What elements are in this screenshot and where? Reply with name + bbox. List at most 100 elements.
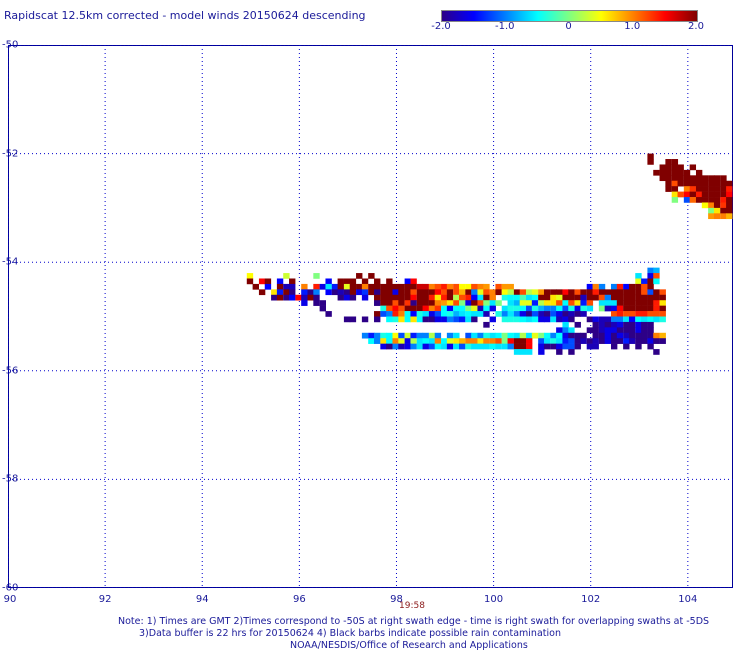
wind-cell	[659, 175, 666, 182]
wind-cell	[398, 283, 405, 290]
x-tick-label: 90	[3, 594, 17, 605]
wind-cell	[422, 283, 429, 290]
wind-cell	[659, 316, 666, 323]
wind-cell	[465, 343, 472, 350]
wind-cell	[410, 305, 417, 312]
wind-cell	[568, 305, 575, 312]
wind-cell	[325, 289, 332, 296]
wind-cell	[543, 305, 551, 312]
wind-difference-map	[8, 45, 733, 588]
wind-cell	[720, 197, 727, 203]
wind-cell	[331, 283, 339, 290]
wind-cell	[416, 289, 424, 296]
wind-cell	[598, 289, 606, 296]
wind-cell	[422, 343, 429, 350]
wind-cell	[708, 186, 715, 192]
wind-cell	[653, 300, 660, 306]
wind-cell	[543, 343, 551, 350]
wind-cell	[434, 311, 442, 317]
wind-cell	[568, 343, 575, 350]
wind-cell	[313, 273, 320, 279]
wind-cell	[258, 278, 266, 285]
wind-cell	[550, 311, 557, 317]
wind-cell	[446, 300, 454, 306]
wind-cell	[708, 213, 715, 220]
wind-cell	[428, 305, 436, 312]
wind-cell	[653, 311, 660, 317]
wind-cell	[647, 343, 654, 350]
wind-cell	[337, 294, 344, 301]
note-line-3: NOAA/NESDIS/Office of Research and Appli…	[290, 640, 528, 651]
wind-cell	[562, 343, 569, 350]
wind-cell	[386, 278, 393, 285]
wind-cell	[404, 332, 411, 339]
wind-cell	[580, 311, 587, 317]
wind-cell	[483, 300, 490, 306]
wind-cell	[683, 186, 691, 192]
wind-cell	[404, 343, 411, 350]
wind-cell	[410, 283, 417, 290]
wind-cell	[434, 283, 442, 290]
wind-cell	[459, 316, 466, 323]
wind-cell	[720, 202, 727, 209]
wind-cell	[598, 327, 606, 334]
wind-cell	[671, 197, 679, 203]
wind-cell	[416, 294, 424, 301]
wind-cell	[501, 343, 509, 350]
wind-cell	[531, 311, 539, 317]
wind-cell	[659, 311, 666, 317]
wind-cell	[671, 169, 679, 176]
wind-cell	[477, 294, 484, 301]
wind-cell	[441, 343, 448, 350]
wind-cell	[586, 294, 594, 301]
wind-cell	[610, 305, 618, 312]
plot-frame	[8, 45, 733, 588]
wind-cell	[592, 283, 599, 290]
wind-cell	[526, 289, 533, 296]
wind-cell	[641, 321, 648, 328]
wind-cell	[513, 343, 521, 350]
wind-cell	[586, 300, 594, 306]
wind-cell	[574, 294, 581, 301]
wind-cell	[708, 197, 715, 203]
wind-cell	[695, 191, 703, 198]
wind-cell	[616, 311, 624, 317]
y-tick-label: -60	[2, 582, 19, 594]
wind-cell	[562, 305, 569, 312]
wind-cell	[465, 300, 472, 306]
wind-cell	[665, 180, 672, 187]
wind-cell	[434, 305, 442, 312]
wind-cell	[550, 289, 557, 296]
wind-cell	[276, 289, 284, 296]
wind-cell	[574, 311, 581, 317]
wind-cell	[495, 343, 502, 350]
wind-cell	[653, 316, 660, 323]
colorbar-tick-label: 0	[565, 21, 572, 32]
wind-cell	[264, 283, 272, 290]
wind-cell	[283, 283, 290, 290]
wind-cell	[465, 311, 472, 317]
wind-cell	[526, 343, 533, 350]
wind-cell	[289, 294, 296, 301]
wind-cell	[538, 343, 545, 350]
wind-cell	[568, 338, 575, 344]
wind-cell	[538, 289, 545, 296]
wind-cell	[683, 169, 691, 176]
wind-cell	[641, 300, 648, 306]
wind-cell	[337, 278, 344, 285]
wind-cell	[434, 294, 442, 301]
wind-cell	[477, 311, 484, 317]
wind-cell	[301, 283, 308, 290]
wind-cell	[610, 338, 618, 344]
wind-cell	[538, 300, 545, 306]
wind-cell	[343, 278, 351, 285]
wind-cell	[671, 180, 679, 187]
wind-cell	[252, 283, 259, 290]
wind-cell	[513, 316, 521, 323]
wind-cell	[471, 338, 478, 344]
wind-cell	[368, 273, 375, 279]
wind-cell	[628, 283, 636, 290]
wind-cell	[562, 311, 569, 317]
wind-cell	[404, 289, 411, 296]
wind-cell	[513, 289, 521, 296]
